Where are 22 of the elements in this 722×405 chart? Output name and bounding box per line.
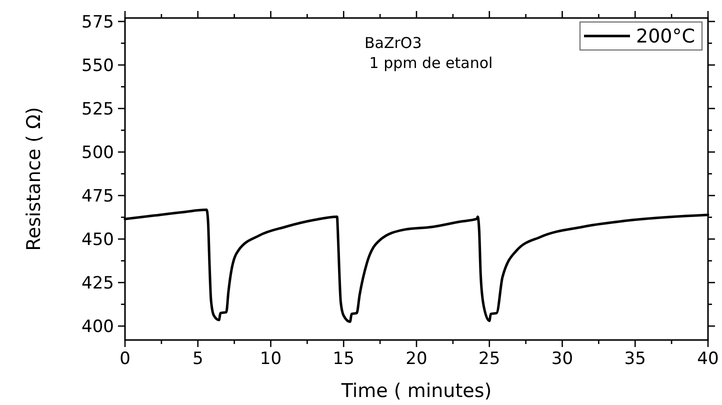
x-tick-label: 40: [697, 349, 719, 369]
y-tick-label: 550: [82, 56, 114, 76]
x-tick-label: 35: [624, 349, 646, 369]
y-tick-label: 575: [82, 12, 114, 32]
x-tick-label: 5: [192, 349, 204, 369]
y-tick-label: 450: [82, 230, 114, 250]
y-tick-label: 425: [82, 274, 114, 294]
x-tick-label: 15: [332, 349, 354, 369]
y-axis-title: Resistance ( Ω): [23, 107, 45, 251]
x-tick-label: 0: [120, 349, 130, 369]
x-tick-label: 25: [478, 349, 500, 369]
y-tick-label: 475: [82, 186, 114, 206]
annotation: BaZrO3: [364, 34, 422, 52]
legend-label: 200°C: [636, 26, 696, 48]
x-axis-title: Time ( minutes): [340, 380, 492, 402]
x-tick-label: 10: [260, 349, 282, 369]
y-tick-label: 400: [82, 317, 114, 338]
x-tick-label: 30: [551, 349, 574, 369]
x-tick-label: 20: [406, 349, 428, 369]
y-tick-label: 525: [82, 99, 114, 120]
annotation: 1 ppm de etanol: [364, 54, 493, 72]
y-tick-label: 500: [82, 142, 114, 163]
